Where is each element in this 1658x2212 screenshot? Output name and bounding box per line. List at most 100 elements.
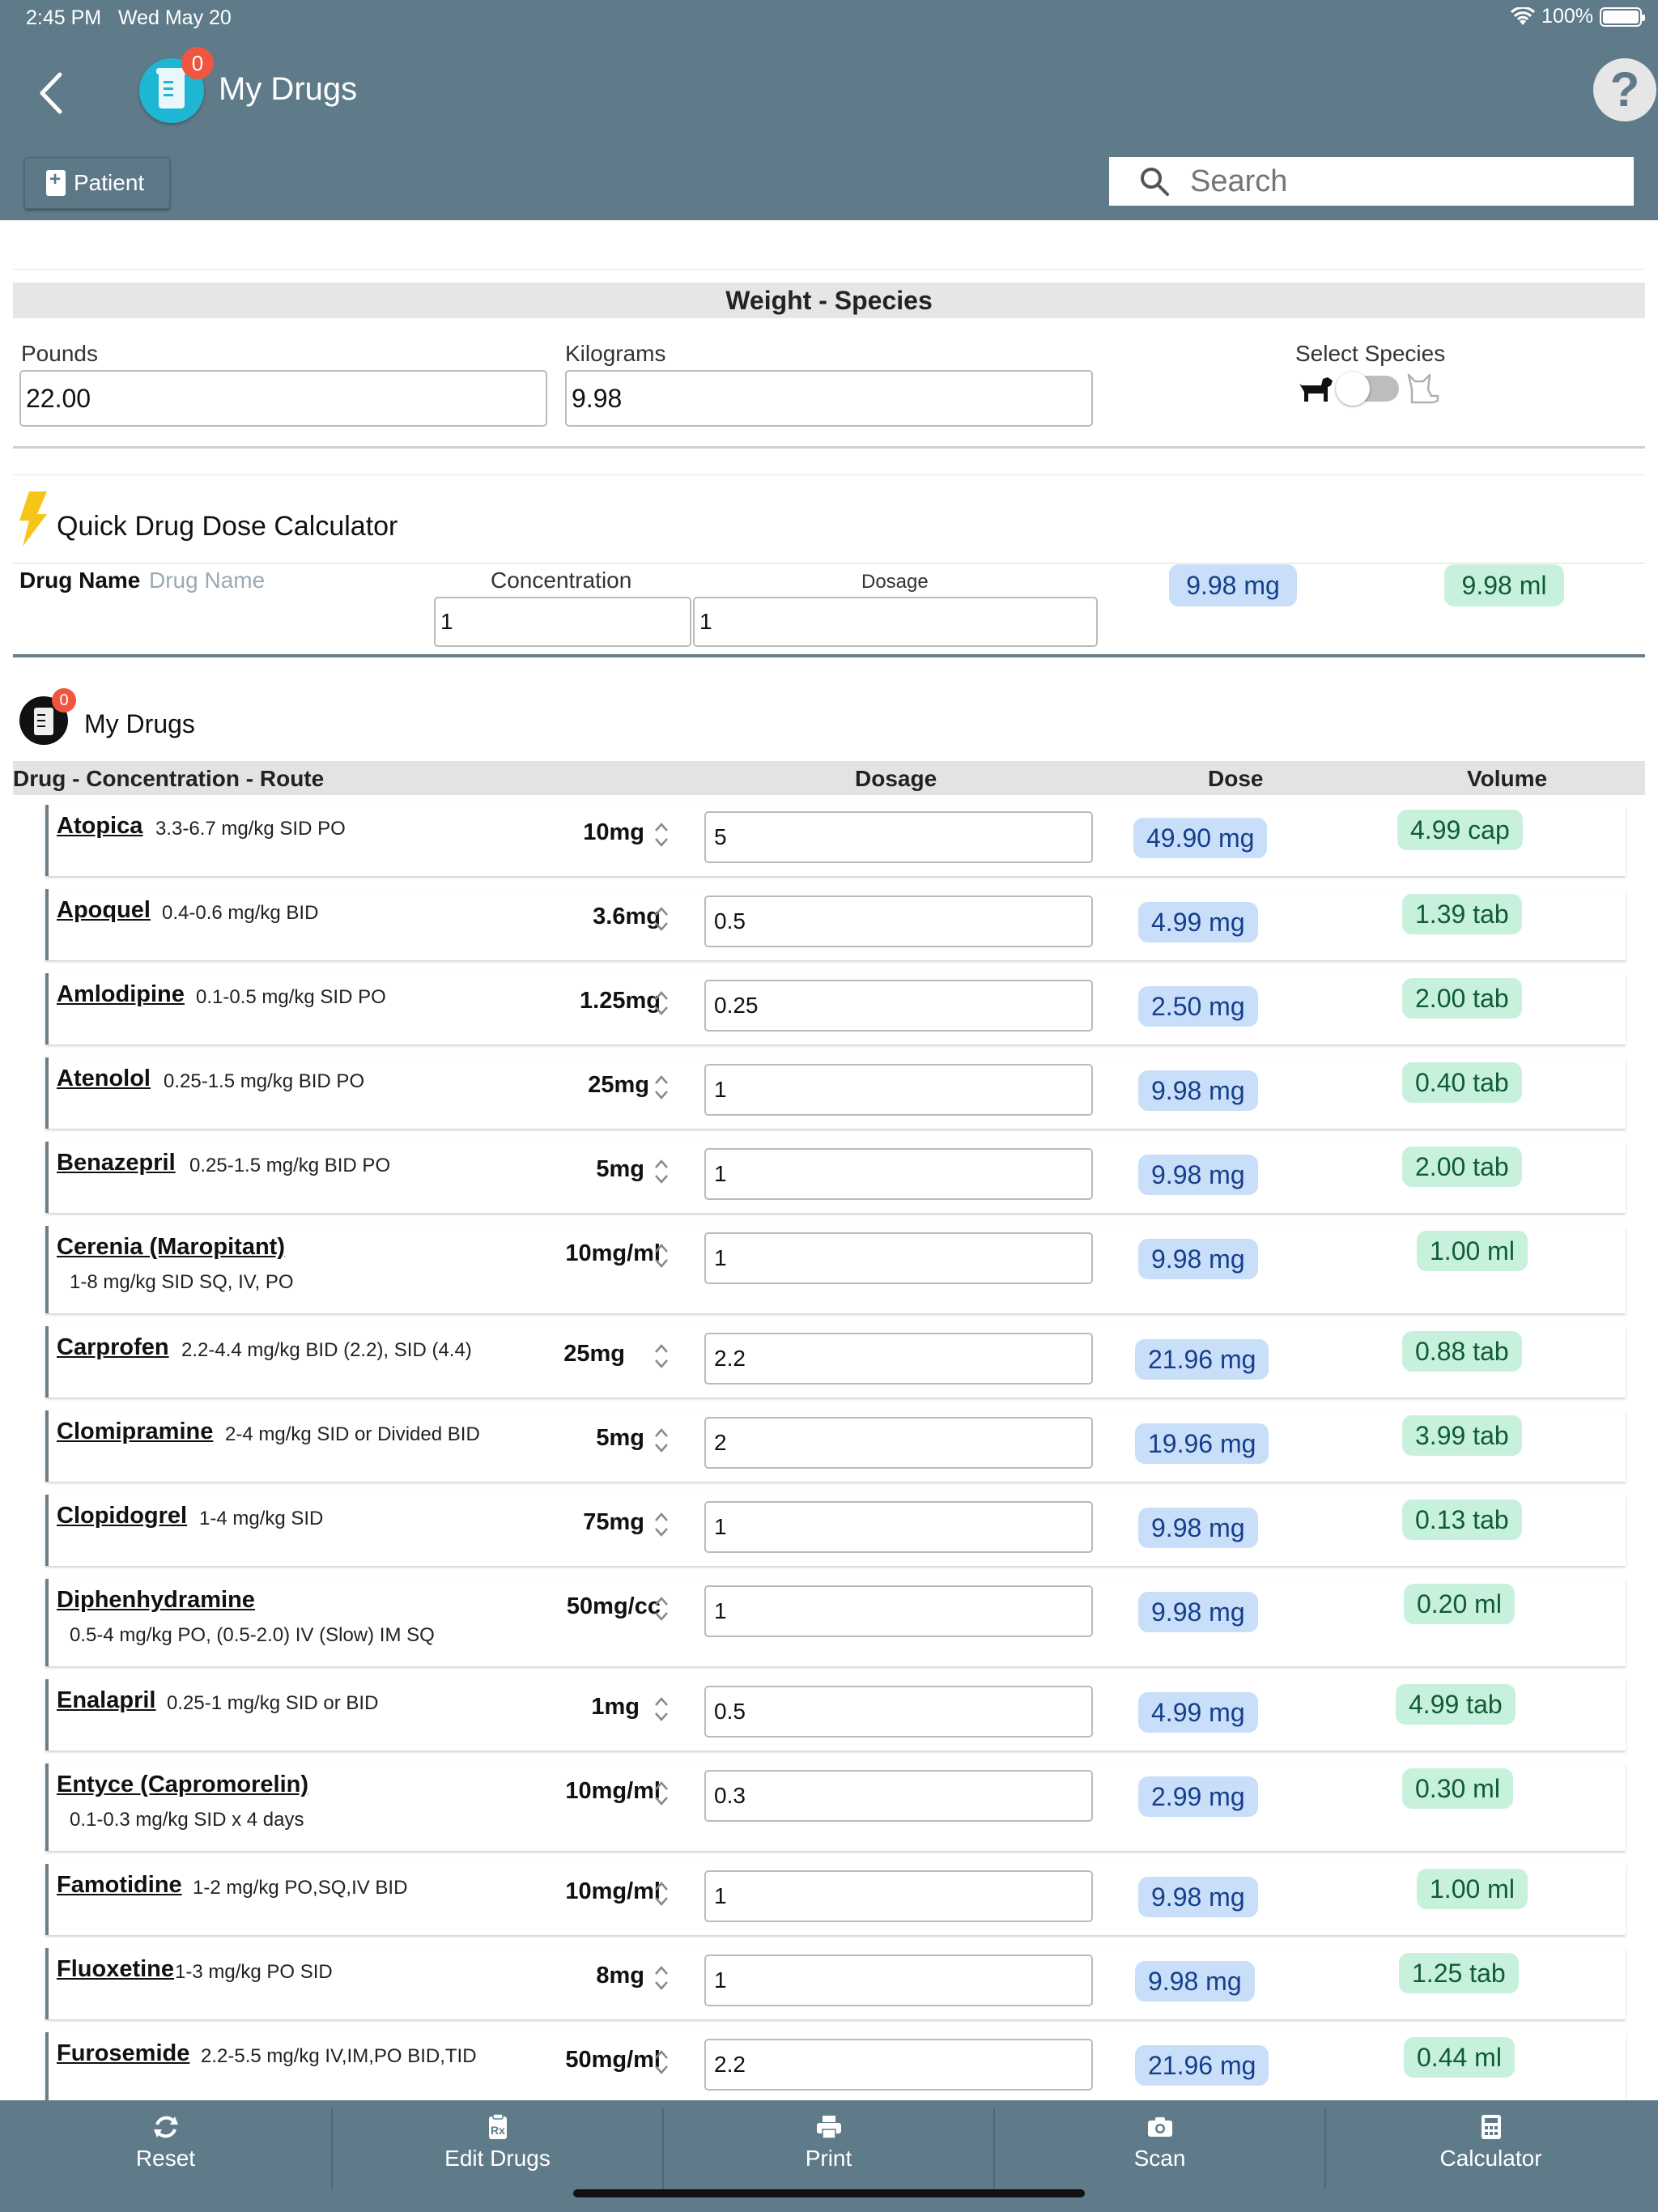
drug-dose-result: 9.98 mg [1138, 1877, 1258, 1917]
drug-volume-result: 3.99 tab [1402, 1415, 1522, 1456]
drug-row: Entyce (Capromorelin) 0.1-0.3 mg/kg SID … [45, 1763, 1626, 1851]
concentration-stepper-icon[interactable] [653, 1778, 670, 1809]
status-indicators: 100% [1511, 5, 1645, 28]
drug-concentration: 5mg [596, 1425, 644, 1451]
drug-dosage-input[interactable] [704, 2039, 1093, 2091]
drug-row: Atopica 3.3-6.7 mg/kg SID PO 10mg 49.90 … [45, 805, 1626, 876]
concentration-stepper-icon[interactable] [653, 1425, 670, 1456]
cat-icon[interactable] [1404, 372, 1441, 406]
concentration-stepper-icon[interactable] [653, 1593, 670, 1624]
concentration-stepper-icon[interactable] [653, 1509, 670, 1540]
drug-name-label: Drug Name [19, 568, 141, 593]
drug-volume-result: 4.99 tab [1396, 1684, 1516, 1725]
concentration-stepper-icon[interactable] [653, 1156, 670, 1187]
drug-dose-result: 49.90 mg [1133, 818, 1268, 858]
concentration-stepper-icon[interactable] [653, 1694, 670, 1725]
search-bar[interactable] [1109, 157, 1634, 206]
dog-icon[interactable] [1297, 372, 1334, 405]
pounds-input[interactable] [19, 370, 547, 427]
drug-name-link[interactable]: Clopidogrel [57, 1503, 188, 1529]
drug-row: Carprofen 2.2-4.4 mg/kg BID (2.2), SID (… [45, 1326, 1626, 1397]
kilograms-input[interactable] [565, 370, 1093, 427]
print-tab[interactable]: Print [663, 2100, 994, 2212]
concentration-stepper-icon[interactable] [653, 1341, 670, 1372]
drug-row: Atenolol 0.25-1.5 mg/kg BID PO 25mg 9.98… [45, 1057, 1626, 1129]
drug-dosage-input[interactable] [704, 1686, 1093, 1738]
drug-name-link[interactable]: Cerenia (Maropitant) [57, 1234, 285, 1260]
drug-dosage-input[interactable] [704, 1333, 1093, 1385]
concentration-stepper-icon[interactable] [653, 1878, 670, 1909]
back-chevron-icon[interactable] [31, 65, 74, 121]
my-drugs-title: My Drugs [84, 709, 195, 738]
patient-button[interactable]: Patient [24, 157, 170, 209]
drug-dosage-input[interactable] [704, 811, 1093, 863]
drug-name-link[interactable]: Atopica [57, 813, 143, 839]
drug-dosage-input[interactable] [704, 1585, 1093, 1637]
edit-drugs-tab[interactable]: Rx Edit Drugs [332, 2100, 663, 2212]
calculator-tab[interactable]: Calculator [1325, 2100, 1656, 2212]
drug-dosage-input[interactable] [704, 895, 1093, 947]
concentration-label: Concentration [491, 568, 632, 593]
drug-dose-range: 0.25-1.5 mg/kg BID PO [189, 1155, 391, 1176]
concentration-stepper-icon[interactable] [653, 988, 670, 1019]
concentration-stepper-icon[interactable] [653, 1963, 670, 1993]
concentration-stepper-icon[interactable] [653, 1072, 670, 1103]
drug-concentration: 8mg [596, 1963, 644, 1989]
drug-concentration: 3.6mg [593, 904, 661, 929]
drug-name-link[interactable]: Atenolol [57, 1066, 151, 1091]
drug-name-link[interactable]: Diphenhydramine [57, 1587, 255, 1613]
drug-dose-range: 1-4 mg/kg SID [199, 1508, 324, 1529]
drug-dosage-input[interactable] [704, 1501, 1093, 1553]
drug-row: Enalapril 0.25-1 mg/kg SID or BID 1mg 4.… [45, 1679, 1626, 1750]
search-input[interactable] [1190, 164, 1611, 199]
drug-dosage-input[interactable] [704, 1417, 1093, 1469]
print-icon [817, 2116, 841, 2139]
drug-dosage-input[interactable] [704, 1955, 1093, 2006]
edit-drugs-icon: Rx [489, 2113, 507, 2139]
drug-dose-result: 21.96 mg [1135, 1339, 1269, 1380]
tab-separator [1324, 2108, 1326, 2189]
drug-concentration: 25mg [563, 1341, 625, 1367]
drug-name-link[interactable]: Benazepril [57, 1150, 176, 1176]
concentration-stepper-icon[interactable] [653, 819, 670, 850]
drug-name-link[interactable]: Furosemide [57, 2040, 190, 2066]
drug-row: Benazepril 0.25-1.5 mg/kg BID PO 5mg 9.9… [45, 1142, 1626, 1213]
drug-name-link[interactable]: Apoquel [57, 897, 151, 923]
drug-dosage-input[interactable] [704, 1870, 1093, 1922]
drug-volume-result: 2.00 tab [1402, 978, 1522, 1019]
species-selector[interactable] [1297, 372, 1441, 406]
concentration-stepper-icon[interactable] [653, 1240, 670, 1271]
drug-name-link[interactable]: Amlodipine [57, 981, 185, 1007]
concentration-stepper-icon[interactable] [653, 904, 670, 934]
drug-concentration: 1.25mg [580, 988, 661, 1014]
drug-dose-result: 19.96 mg [1135, 1423, 1269, 1464]
species-toggle[interactable] [1336, 372, 1399, 406]
drug-name-link[interactable]: Entyce (Capromorelin) [57, 1772, 308, 1797]
col-dosage: Dosage [855, 766, 937, 791]
dosage-input[interactable] [693, 597, 1098, 647]
drug-volume-result: 4.99 cap [1397, 810, 1523, 850]
drug-dosage-input[interactable] [704, 1770, 1093, 1822]
search-icon [1141, 168, 1169, 196]
drug-volume-result: 1.39 tab [1402, 894, 1522, 934]
drug-name-link[interactable]: Enalapril [57, 1687, 156, 1713]
weight-species-panel: Weight - Species Pounds Kilograms Select… [13, 269, 1645, 449]
drug-dosage-input[interactable] [704, 1148, 1093, 1200]
drug-dosage-input[interactable] [704, 1232, 1093, 1284]
concentration-stepper-icon[interactable] [653, 2047, 670, 2078]
drug-name-link[interactable]: Clomipramine [57, 1419, 214, 1444]
reset-tab[interactable]: Reset [0, 2100, 331, 2212]
drug-dose-range: 0.4-0.6 mg/kg BID [162, 902, 319, 924]
drug-name-link[interactable]: Famotidine [57, 1872, 182, 1898]
help-button[interactable]: ? [1593, 58, 1656, 121]
drug-volume-result: 0.30 ml [1402, 1768, 1513, 1809]
col-drug: Drug - Concentration - Route [13, 766, 325, 791]
battery-icon [1600, 6, 1645, 27]
drug-name-link[interactable]: Fluoxetine [57, 1956, 175, 1982]
drug-name-link[interactable]: Carprofen [57, 1334, 169, 1360]
drug-dosage-input[interactable] [704, 980, 1093, 1032]
scan-tab[interactable]: Scan [994, 2100, 1325, 2212]
concentration-input[interactable] [434, 597, 691, 647]
drug-dosage-input[interactable] [704, 1064, 1093, 1116]
drug-name-input[interactable]: Drug Name [149, 568, 266, 593]
